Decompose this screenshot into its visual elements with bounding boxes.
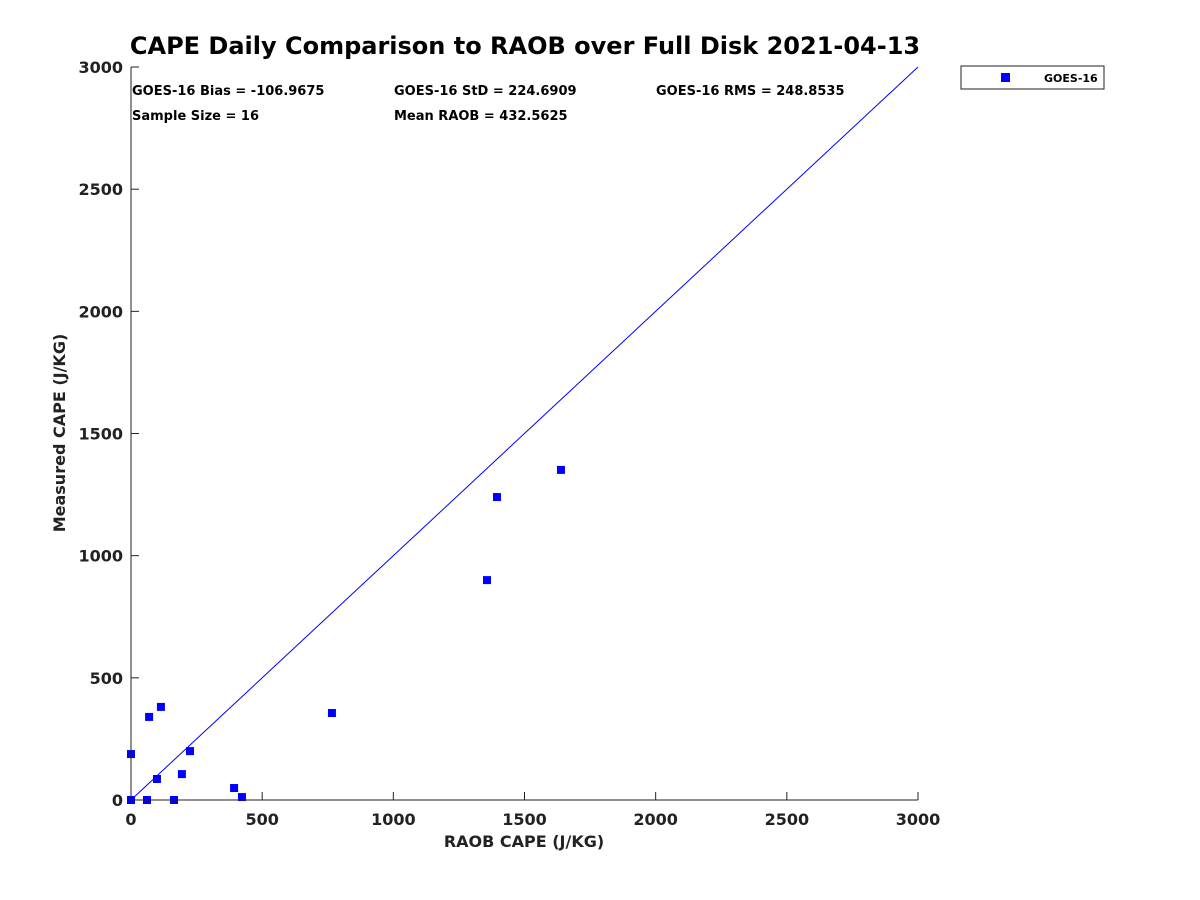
x-tick-label: 2500	[765, 810, 810, 829]
data-point	[492, 493, 501, 502]
data-point	[186, 747, 195, 756]
data-point	[145, 712, 154, 721]
x-tick-label: 500	[245, 810, 278, 829]
data-point	[177, 770, 186, 779]
x-axis-label: RAOB CAPE (J/KG)	[444, 832, 604, 851]
annotation-mean-raob: Mean RAOB = 432.5625	[394, 109, 568, 124]
y-tick-label: 1500	[78, 425, 123, 444]
data-point	[237, 793, 246, 802]
y-tick-label: 1000	[78, 547, 123, 566]
x-tick-label: 2000	[633, 810, 678, 829]
x-tick-label: 3000	[896, 810, 941, 829]
y-tick-label: 0	[112, 791, 123, 810]
annotation-std: GOES-16 StD = 224.6909	[394, 84, 577, 99]
x-tick-label: 1000	[371, 810, 416, 829]
y-tick-label: 500	[90, 669, 123, 688]
y-axis-label: Measured CAPE (J/KG)	[50, 334, 69, 533]
data-point	[556, 465, 565, 474]
legend-label: GOES-16	[1044, 72, 1098, 85]
data-point	[152, 774, 161, 783]
x-tick-label: 1500	[502, 810, 547, 829]
legend-marker	[1001, 73, 1010, 82]
legend: GOES-16	[960, 65, 1105, 90]
x-tick-label: 0	[125, 810, 136, 829]
y-tick-label: 2000	[78, 302, 123, 321]
one-to-one-line	[130, 66, 919, 801]
chart-title: CAPE Daily Comparison to RAOB over Full …	[130, 32, 920, 60]
data-point	[156, 702, 165, 711]
data-point	[230, 784, 239, 793]
data-point	[327, 709, 336, 718]
annotation-sample-size: Sample Size = 16	[132, 109, 259, 124]
annotation-bias: GOES-16 Bias = -106.9675	[132, 84, 324, 99]
legend-box	[960, 65, 1105, 90]
y-tick-label: 2500	[78, 180, 123, 199]
data-point	[482, 576, 491, 585]
y-tick-label: 3000	[78, 58, 123, 77]
annotation-rms: GOES-16 RMS = 248.8535	[656, 84, 845, 99]
